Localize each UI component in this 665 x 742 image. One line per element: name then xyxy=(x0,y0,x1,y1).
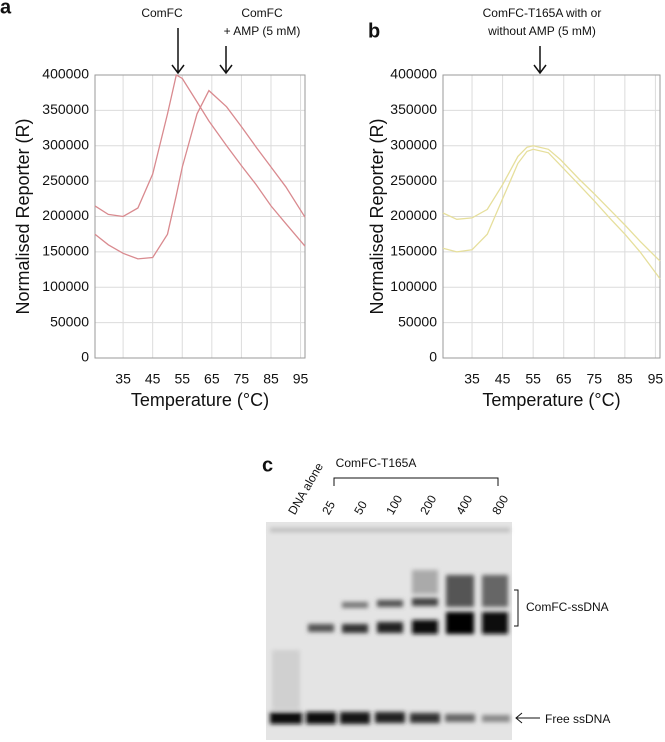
y-tick-label: 300000 xyxy=(390,136,437,152)
lane-label: 50 xyxy=(351,498,370,517)
x-tick-label: 95 xyxy=(648,371,664,387)
y-tick-label: 350000 xyxy=(390,101,437,117)
x-tick-label: 55 xyxy=(174,371,190,387)
y-tick-label: 200000 xyxy=(42,207,89,223)
lane-label: 200 xyxy=(417,492,439,517)
y-tick-label: 50000 xyxy=(398,313,437,329)
band-bracket xyxy=(514,589,519,627)
panel-label: c xyxy=(262,454,273,476)
plot-border xyxy=(442,74,661,359)
x-tick-label: 35 xyxy=(115,371,131,387)
lane-label: 25 xyxy=(319,498,338,517)
data-line xyxy=(94,73,306,247)
x-tick-label: 85 xyxy=(263,371,279,387)
annotation-arrow xyxy=(219,46,233,75)
y-tick-label: 100000 xyxy=(42,278,89,294)
group-label: ComFC-T165A xyxy=(336,456,417,470)
y-tick-label: 350000 xyxy=(42,101,89,117)
annotation: ComFC xyxy=(241,6,283,20)
y-tick-label: 100000 xyxy=(390,278,437,294)
band-arrow xyxy=(515,712,540,724)
y-tick-label: 250000 xyxy=(42,172,89,188)
data-line xyxy=(442,145,661,262)
y-tick-label: 50000 xyxy=(50,313,89,329)
x-tick-label: 65 xyxy=(204,371,220,387)
y-tick-label: 0 xyxy=(429,349,437,365)
x-axis-label: Temperature (°C) xyxy=(482,390,620,410)
annotation-arrow xyxy=(171,28,185,75)
y-tick-label: 150000 xyxy=(42,243,89,259)
gel-panel: c ComFC-T165A ComFC-ssDNA Free ssDNA DNA… xyxy=(262,454,610,740)
y-tick-label: 400000 xyxy=(390,66,437,82)
lane-label: 400 xyxy=(453,492,475,517)
panel-label: a xyxy=(0,0,12,18)
annotation-arrow xyxy=(533,46,547,75)
gel-bands xyxy=(270,528,510,724)
y-tick-label: 0 xyxy=(81,349,89,365)
x-tick-label: 45 xyxy=(495,371,511,387)
y-tick-label: 200000 xyxy=(390,207,437,223)
annotation: + AMP (5 mM) xyxy=(224,24,301,38)
x-tick-label: 75 xyxy=(234,371,250,387)
y-axis-label: Normalised Reporter (R) xyxy=(367,118,387,314)
x-tick-label: 95 xyxy=(293,371,309,387)
x-axis-label: Temperature (°C) xyxy=(131,390,269,410)
y-tick-label: 150000 xyxy=(390,243,437,259)
x-tick-label: 65 xyxy=(556,371,572,387)
lane-label: 100 xyxy=(383,492,405,517)
data-line xyxy=(94,89,306,260)
band-label: ComFC-ssDNA xyxy=(526,600,609,614)
x-tick-label: 85 xyxy=(617,371,633,387)
lane-label: 800 xyxy=(489,492,511,517)
annotation: ComFC-T165A with or xyxy=(483,6,602,20)
data-line xyxy=(442,148,661,280)
group-bracket xyxy=(333,477,499,486)
x-tick-label: 55 xyxy=(525,371,541,387)
x-tick-label: 35 xyxy=(464,371,480,387)
y-tick-label: 400000 xyxy=(42,66,89,82)
y-tick-label: 250000 xyxy=(390,172,437,188)
y-axis-label: Normalised Reporter (R) xyxy=(13,118,33,314)
panel-label: b xyxy=(368,20,380,42)
annotation: ComFC xyxy=(141,6,183,20)
x-tick-label: 75 xyxy=(586,371,602,387)
x-tick-label: 45 xyxy=(145,371,161,387)
annotation: without AMP (5 mM) xyxy=(487,24,596,38)
band-label: Free ssDNA xyxy=(545,712,610,726)
y-tick-label: 300000 xyxy=(42,136,89,152)
